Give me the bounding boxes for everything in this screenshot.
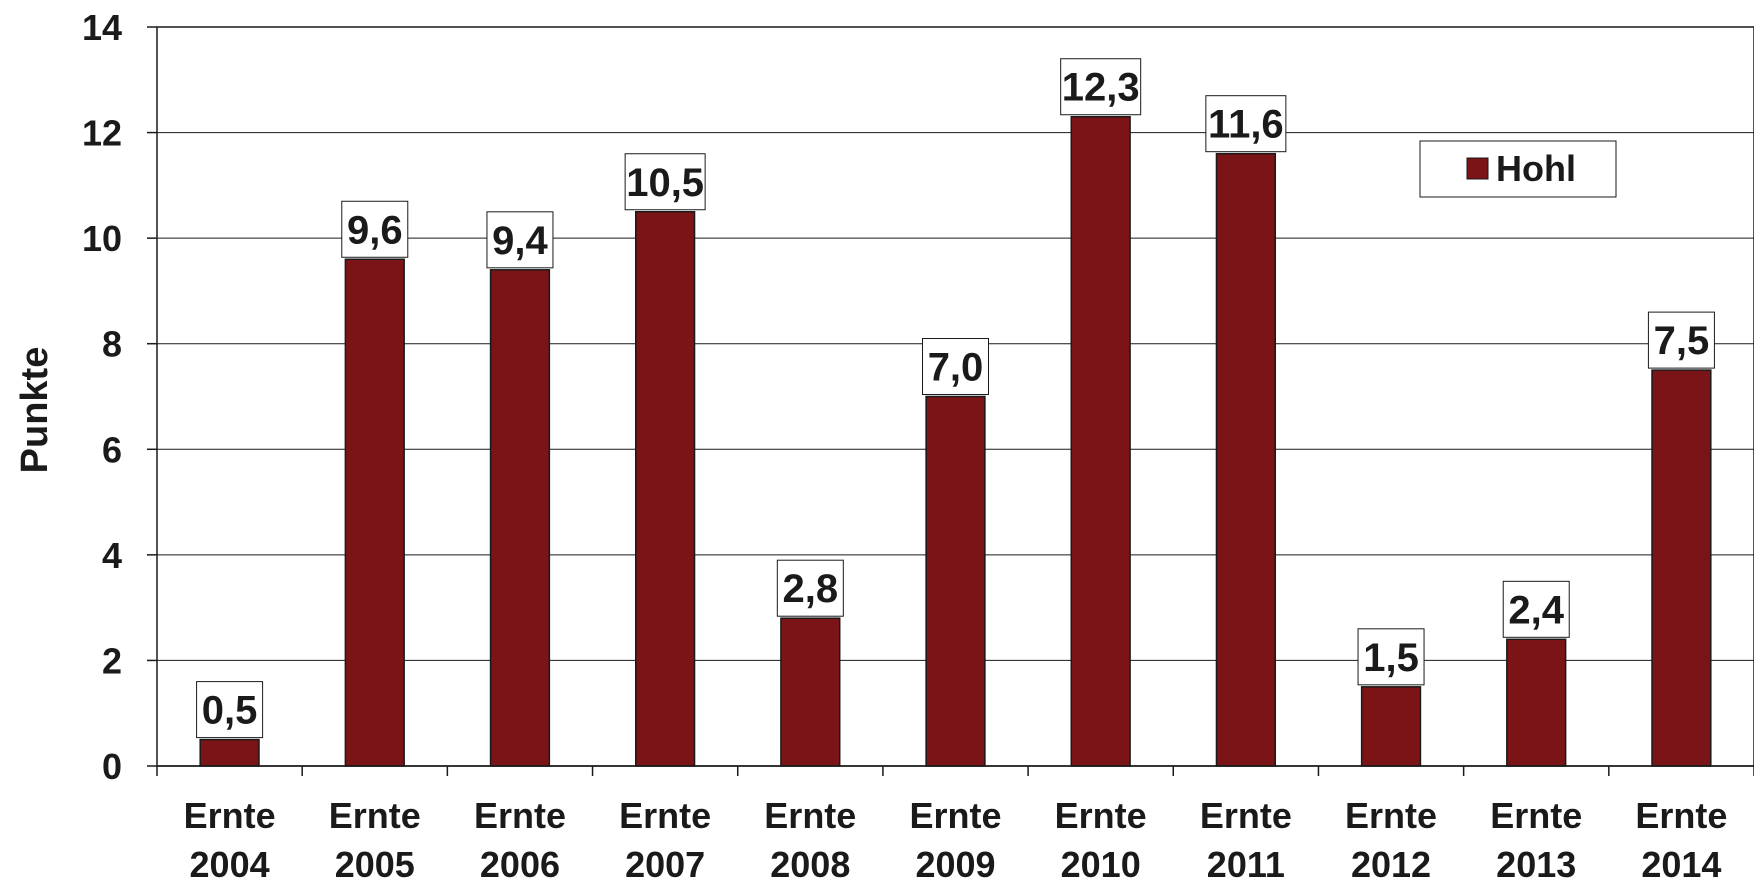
x-tick-label: Ernte 2004 (184, 795, 276, 883)
x-tick-label: Ernte 2014 (1635, 795, 1727, 883)
data-label-box (1502, 580, 1570, 638)
y-tick-label: 2 (102, 640, 122, 681)
data-label: 7,0 (928, 346, 984, 390)
x-tick-label: Ernte 2005 (329, 795, 421, 883)
x-tick-label: Ernte 2012 (1345, 795, 1437, 883)
data-label-box (341, 200, 409, 258)
data-label-box (1357, 628, 1425, 686)
data-label: 7,5 (1654, 319, 1710, 363)
bar (634, 211, 696, 767)
y-tick-label: 0 (102, 746, 122, 787)
legend-box (1419, 140, 1617, 198)
x-axis: Ernte 2004 Ernte 2005 Ernte 2006 Ernte 2007 Ernt… (156, 765, 1754, 883)
legend-swatch (1466, 157, 1489, 180)
data-label: 0,5 (202, 689, 258, 733)
y-tick-label: 10 (82, 218, 122, 259)
data-label: 10,5 (626, 161, 704, 205)
y-axis-title: Punkte (14, 347, 56, 474)
x-tick-label: Ernte 2007 (619, 795, 711, 883)
bar (1070, 115, 1131, 767)
y-tick-label: 4 (102, 535, 122, 576)
x-tick-label: Ernte 2006 (474, 795, 566, 883)
data-label-box (196, 681, 264, 739)
data-labels: 0,5 9,6 9,4 10,5 2,8 7,0 12,3 11,6 1,5 2,4 7,5 (196, 58, 1715, 739)
bar (925, 395, 986, 767)
bar (344, 258, 405, 767)
y-tick-label: 12 (82, 113, 122, 154)
data-label-box (776, 559, 844, 617)
bar (1215, 152, 1277, 767)
y-axis: 0 2 4 6 8 10 12 14 (82, 7, 157, 787)
bar (1360, 686, 1422, 767)
data-label: 2,8 (783, 567, 839, 611)
x-tick-label: Ernte 2008 (764, 795, 856, 883)
data-label-box (486, 211, 554, 269)
bars (199, 115, 1712, 767)
y-tick-label: 6 (102, 429, 122, 470)
data-label: 1,5 (1363, 636, 1419, 680)
x-tick-label: Ernte 2009 (909, 795, 1001, 883)
data-label-box (922, 338, 989, 395)
legend-label: Hohl (1496, 148, 1576, 189)
bar (1651, 369, 1712, 767)
bar (780, 617, 841, 767)
x-tick-label: Ernte 2013 (1490, 795, 1582, 883)
data-label-box (1060, 58, 1142, 116)
data-label: 11,6 (1208, 103, 1284, 147)
data-label: 12,3 (1062, 66, 1140, 110)
bar (489, 269, 551, 767)
legend: Hohl (1419, 140, 1617, 198)
data-label: 9,6 (347, 208, 403, 252)
x-tick-label: Ernte 2010 (1055, 795, 1147, 883)
bar (1506, 638, 1567, 767)
data-label: 2,4 (1508, 588, 1564, 632)
data-label-box (1647, 311, 1715, 369)
x-tick-label: Ernte 2011 (1200, 795, 1292, 883)
y-tick-label: 8 (102, 324, 122, 365)
data-label: 9,4 (492, 219, 548, 263)
bar (199, 738, 260, 767)
y-tick-label: 14 (82, 7, 122, 48)
data-label-box (1205, 95, 1287, 153)
data-label-box (624, 153, 706, 211)
